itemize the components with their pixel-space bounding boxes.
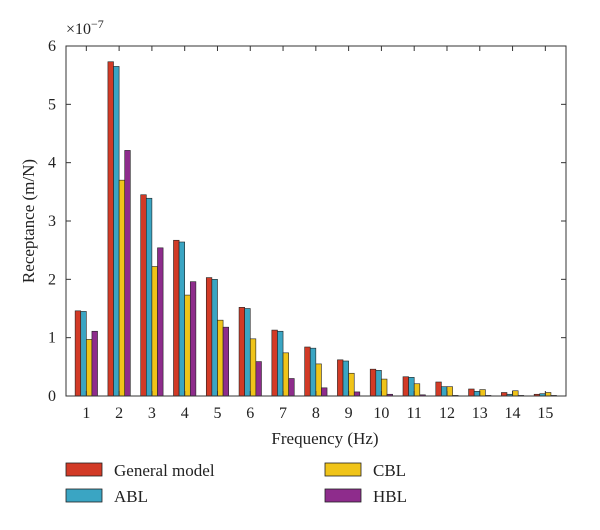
bar-cbl-9: [348, 372, 355, 397]
bar-abl-12: [441, 386, 448, 397]
bar-cbl-11: [413, 383, 421, 397]
bar-general-model-1: [74, 310, 82, 397]
bar-cbl-6: [249, 338, 257, 397]
bar-cbl-13: [479, 389, 486, 397]
bar-general-model-8: [304, 346, 311, 397]
legend-label-general-model: General model: [114, 461, 215, 480]
x-tick-label: 13: [472, 405, 488, 422]
bar-general-model-13: [468, 388, 475, 397]
bar-hbl-1: [91, 330, 98, 397]
bar-hbl-9: [353, 391, 361, 397]
x-tick-label: 10: [373, 405, 389, 422]
bar-abl-6: [244, 308, 251, 397]
x-tick-label: 12: [439, 405, 455, 422]
x-tick-label: 2: [115, 405, 123, 422]
bar-cbl-12: [446, 386, 453, 397]
y-tick-label: 4: [48, 155, 56, 172]
y-tick-label: 0: [48, 388, 56, 405]
y-tick-label: 1: [48, 330, 56, 347]
bar-hbl-6: [255, 361, 262, 397]
bar-hbl-3: [157, 247, 164, 397]
legend-swatch-general-model: [65, 462, 103, 477]
x-tick-label: 15: [537, 405, 553, 422]
x-tick-label: 14: [505, 405, 521, 422]
bar-cbl-10: [381, 378, 388, 397]
bar-abl-13: [473, 391, 481, 397]
bar-general-model-11: [402, 376, 409, 397]
bar-cbl-3: [151, 266, 158, 397]
x-tick-label: 8: [312, 405, 320, 422]
y-axis-label: Receptance (m/N): [19, 159, 38, 283]
y-tick-label: 5: [48, 96, 56, 113]
bar-general-model-9: [337, 359, 344, 397]
bar-cbl-14: [512, 390, 519, 397]
legend-label-hbl: HBL: [373, 487, 407, 506]
bar-cbl-2: [118, 179, 126, 397]
bar-general-model-7: [271, 329, 278, 397]
bar-general-model-6: [238, 307, 245, 397]
bar-cbl-1: [86, 339, 93, 397]
bar-hbl-8: [321, 387, 328, 397]
bar-general-model-4: [173, 239, 180, 397]
x-tick-label: 3: [148, 405, 156, 422]
legend-swatch-cbl: [324, 462, 362, 477]
bar-cbl-8: [315, 363, 322, 397]
x-tick-label: 6: [246, 405, 254, 422]
bar-hbl-2: [124, 150, 131, 397]
bar-abl-5: [211, 279, 218, 397]
bar-abl-8: [309, 347, 317, 397]
y-tick-label: 3: [48, 213, 56, 230]
bar-general-model-3: [140, 194, 147, 397]
bar-cbl-7: [282, 352, 289, 397]
x-axis-label: Frequency (Hz): [271, 429, 378, 448]
y-tick-label: 6: [48, 38, 56, 55]
y-axis-multiplier: ×10−7: [66, 17, 104, 38]
x-tick-label: 4: [181, 405, 189, 422]
bar-abl-11: [408, 377, 415, 397]
bar-cbl-4: [184, 294, 191, 397]
bar-abl-3: [146, 197, 153, 397]
x-tick-label: 11: [406, 405, 421, 422]
bar-general-model-10: [369, 368, 377, 397]
bar-abl-2: [113, 66, 120, 397]
bar-hbl-7: [288, 378, 295, 397]
bar-general-model-2: [107, 61, 114, 397]
bar-abl-7: [277, 330, 284, 397]
legend-swatch-abl: [65, 488, 103, 503]
bar-abl-1: [80, 311, 87, 397]
legend-swatch-hbl: [324, 488, 362, 503]
bar-general-model-5: [205, 277, 213, 397]
bar-hbl-5: [222, 326, 229, 397]
bar-general-model-12: [435, 381, 442, 397]
legend: General model ABL CBL HBL: [65, 461, 407, 506]
x-tick-label: 9: [345, 405, 353, 422]
x-tick-label: 7: [279, 405, 287, 422]
y-tick-label: 2: [48, 271, 56, 288]
bar-cbl-5: [217, 319, 224, 397]
bar-cbl-15: [545, 392, 552, 397]
legend-label-cbl: CBL: [373, 461, 406, 480]
bar-general-model-14: [501, 392, 508, 397]
x-tick-label: 5: [213, 405, 221, 422]
bar-abl-4: [178, 241, 185, 397]
bar-hbl-4: [189, 281, 197, 397]
x-tick-label: 1: [82, 405, 90, 422]
bar-abl-9: [342, 360, 349, 397]
legend-label-abl: ABL: [114, 487, 148, 506]
bar-abl-10: [375, 370, 382, 397]
